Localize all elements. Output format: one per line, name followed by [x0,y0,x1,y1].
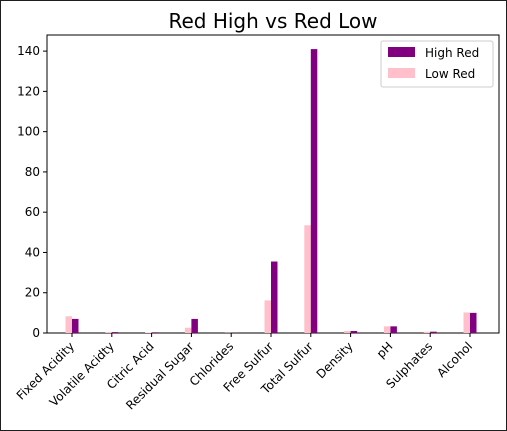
bar-low-red [383,326,391,333]
bar-low-red [423,331,431,333]
bar-high-red [72,318,79,333]
legend-swatch-high-red [388,47,415,57]
bar-high-red [111,332,119,333]
bar-low-red [105,331,112,333]
y-tick-label: 0 [32,326,40,340]
legend-label-high-red: High Red [425,46,479,60]
legend: High Red Low Red [380,40,494,88]
y-tick-label: 100 [17,125,40,139]
bar-high-red [271,261,278,333]
bar-low-red [304,225,311,333]
bar-high-red [310,49,318,333]
bar-high-red [191,318,198,333]
x-tick-label: Density [314,339,356,381]
bar-low-red [344,330,351,333]
x-tick-label: pH [374,339,396,361]
bar-low-red [145,332,152,333]
y-tick-label: 60 [25,205,40,219]
y-tick-label: 80 [25,165,40,179]
x-tick-label: Residual Sugar [123,339,196,412]
legend-label-low-red: Low Red [425,67,475,81]
legend-swatch-low-red [388,68,415,78]
y-tick-label: 40 [25,245,40,259]
y-tick-label: 120 [17,84,40,98]
bar-high-red [350,330,358,333]
x-tick-label: Alcohol [434,339,475,380]
y-axis: 0 20 40 60 80 100 120 140 [17,44,47,340]
y-tick-label: 140 [17,44,40,58]
y-tick-label: 20 [25,286,40,300]
bars-layer [65,49,477,333]
bar-high-red [151,332,159,333]
bar-high-red [390,326,397,333]
bar-high-red [430,331,437,333]
bar-low-red [65,316,72,333]
bar-low-red [264,300,271,333]
bar-high-red [470,312,477,333]
bar-low-red [184,327,192,333]
chart-title: Red High vs Red Low [168,9,377,33]
bar-low-red [463,312,470,333]
